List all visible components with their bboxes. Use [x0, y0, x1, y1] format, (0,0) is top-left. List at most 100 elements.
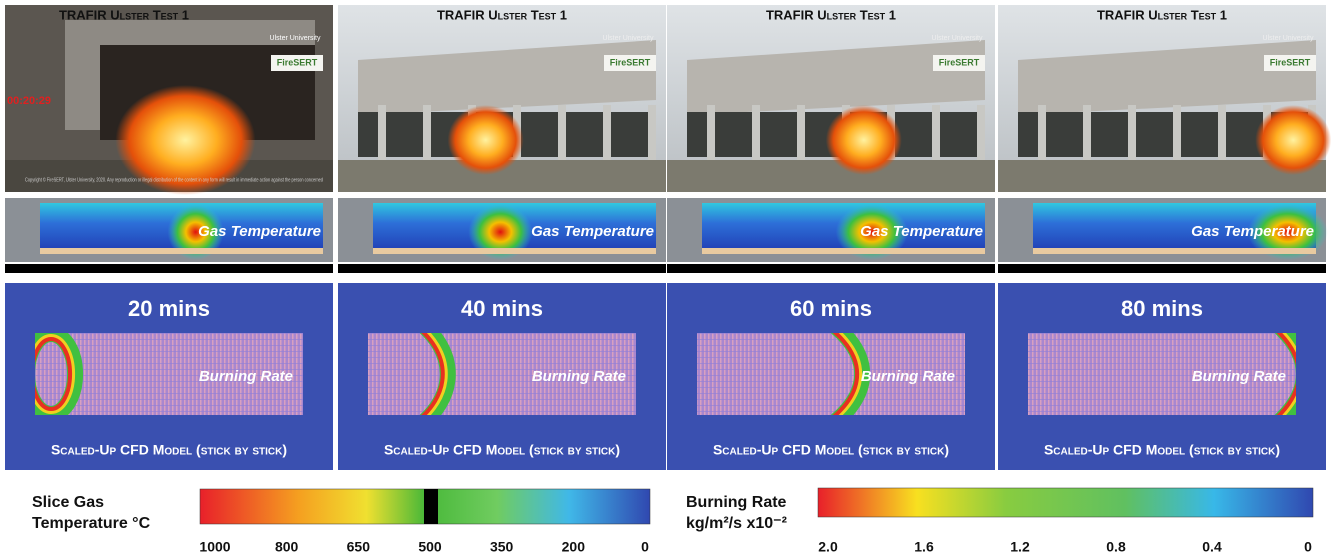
burn-front: [419, 333, 456, 415]
tick-label: 1000: [199, 539, 230, 555]
pillar: [797, 105, 805, 170]
front-inner: [832, 333, 860, 415]
floor: [40, 248, 323, 254]
divider: [667, 264, 995, 273]
gas-label: Gas Temperature: [860, 223, 983, 240]
divider: [998, 264, 1326, 273]
floor: [702, 248, 985, 254]
gas-label: Gas Temperature: [531, 223, 654, 240]
floor: [1033, 248, 1316, 254]
tick-label: 0.4: [1202, 539, 1222, 555]
gas-plume: [167, 204, 224, 260]
front-inner: [35, 337, 73, 411]
colorbar: [817, 487, 1314, 518]
pillar: [752, 105, 760, 170]
pillar: [423, 105, 431, 170]
pillar: [1038, 105, 1046, 170]
tick-label: 2.0: [818, 539, 838, 555]
pillar: [932, 105, 940, 170]
model-label: Scaled-Up CFD Model (stick by stick): [51, 442, 287, 458]
logo-university: Ulster University: [270, 35, 321, 42]
model-label: Scaled-Up CFD Model (stick by stick): [713, 442, 949, 458]
model-label: Scaled-Up CFD Model (stick by stick): [384, 442, 620, 458]
tick-label: 800: [275, 539, 299, 555]
pillar: [378, 105, 386, 170]
pillar: [707, 105, 715, 170]
logo-lab: FireSERT: [277, 57, 318, 67]
front-inner: [421, 333, 445, 415]
logo-box: [604, 55, 656, 71]
time-label: 80 mins: [1121, 296, 1203, 321]
photo: TRAFIR Ulster Test 1 Ulster University Fir…: [338, 5, 666, 192]
copyright: Copyright © FireSERT, Ulster University,…: [25, 176, 323, 183]
ground: [667, 160, 995, 192]
model-label: Scaled-Up CFD Model (stick by stick): [1044, 442, 1280, 458]
floor: [373, 248, 656, 254]
gas-plume: [835, 204, 908, 260]
time-label: 60 mins: [790, 296, 872, 321]
burning-label: Burning Rate: [199, 368, 293, 385]
logo-university: Ulster University: [1263, 35, 1314, 42]
burn-front: [35, 333, 84, 415]
fire: [825, 105, 902, 175]
tick-label: 0: [641, 539, 649, 555]
pillar: [558, 105, 566, 170]
colorbar-marker: [424, 489, 438, 524]
logo-university: Ulster University: [603, 35, 654, 42]
time-label: 40 mins: [461, 296, 543, 321]
gas-plume: [1247, 204, 1328, 260]
gas-label: Gas Temperature: [1191, 223, 1314, 240]
fire: [447, 105, 524, 175]
photo: TRAFIR Ulster Test 1 Ulster University Fir…: [667, 5, 995, 192]
pillar: [977, 105, 985, 170]
roof: [358, 40, 656, 115]
gas-label: Gas Temperature: [198, 223, 321, 240]
logo-box: [1264, 55, 1316, 71]
burning-label: Burning Rate: [861, 368, 955, 385]
mesh: [697, 333, 965, 415]
logo-lab: FireSERT: [1270, 57, 1311, 67]
burning-label: Burning Rate: [532, 368, 626, 385]
tick-label: 1.2: [1010, 539, 1030, 555]
logo-lab: FireSERT: [610, 57, 651, 67]
tick-label: 650: [347, 539, 371, 555]
fire: [1255, 105, 1331, 175]
photo-title: TRAFIR Ulster Test 1: [1097, 7, 1227, 22]
legend-title: Slice Gas: [32, 494, 104, 511]
burn-front: [830, 333, 871, 415]
pillar: [1083, 105, 1091, 170]
tick-label: 0: [1304, 539, 1312, 555]
pillar: [648, 105, 656, 170]
pillar: [1128, 105, 1136, 170]
gas-plume: [468, 204, 533, 260]
tick-label: 350: [490, 539, 514, 555]
pillar: [1173, 105, 1181, 170]
mesh: [1028, 333, 1296, 415]
photo-title: TRAFIR Ulster Test 1: [59, 7, 189, 22]
legend-title: kg/m²/s x10⁻²: [686, 515, 787, 532]
tick-label: 0.8: [1106, 539, 1126, 555]
logo-university: Ulster University: [932, 35, 983, 42]
roof: [1018, 40, 1316, 115]
burning-label: Burning Rate: [1192, 368, 1286, 385]
legend-title: Temperature °C: [32, 515, 151, 532]
fire: [115, 85, 256, 195]
logo-box: [933, 55, 985, 71]
mesh: [368, 333, 636, 415]
time-label: 20 mins: [128, 296, 210, 321]
tick-label: 1.6: [914, 539, 934, 555]
legend-title: Burning Rate: [686, 494, 787, 511]
pillar: [1218, 105, 1226, 170]
photo-title: TRAFIR Ulster Test 1: [437, 7, 567, 22]
logo-box: [271, 55, 323, 71]
divider: [5, 264, 333, 273]
divider: [338, 264, 666, 273]
photo: TRAFIR Ulster Test 1 Ulster University Fir…: [998, 5, 1331, 192]
logo-lab: FireSERT: [939, 57, 980, 67]
photo-title: TRAFIR Ulster Test 1: [766, 7, 896, 22]
roof: [687, 40, 985, 115]
tick-label: 500: [418, 539, 442, 555]
pillar: [603, 105, 611, 170]
photo: TRAFIR Ulster Test 1 Ulster University Fir…: [5, 5, 333, 195]
